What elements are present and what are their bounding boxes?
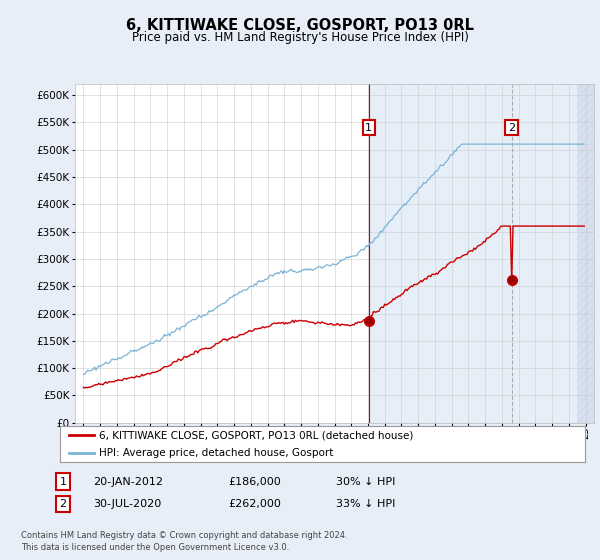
Text: 6, KITTIWAKE CLOSE, GOSPORT, PO13 0RL: 6, KITTIWAKE CLOSE, GOSPORT, PO13 0RL bbox=[126, 18, 474, 33]
Text: Price paid vs. HM Land Registry's House Price Index (HPI): Price paid vs. HM Land Registry's House … bbox=[131, 31, 469, 44]
Text: 20-JAN-2012: 20-JAN-2012 bbox=[93, 477, 163, 487]
Bar bbox=[369, 84, 594, 423]
Text: 1: 1 bbox=[365, 123, 373, 133]
Text: 30-JUL-2020: 30-JUL-2020 bbox=[93, 499, 161, 509]
Text: £262,000: £262,000 bbox=[228, 499, 281, 509]
Text: 2: 2 bbox=[59, 499, 67, 509]
Text: 1: 1 bbox=[59, 477, 67, 487]
Text: 30% ↓ HPI: 30% ↓ HPI bbox=[336, 477, 395, 487]
Text: 33% ↓ HPI: 33% ↓ HPI bbox=[336, 499, 395, 509]
Text: 6, KITTIWAKE CLOSE, GOSPORT, PO13 0RL (detached house): 6, KITTIWAKE CLOSE, GOSPORT, PO13 0RL (d… bbox=[100, 430, 414, 440]
Text: 2: 2 bbox=[508, 123, 515, 133]
Text: Contains HM Land Registry data © Crown copyright and database right 2024.
This d: Contains HM Land Registry data © Crown c… bbox=[21, 531, 347, 552]
Text: £186,000: £186,000 bbox=[228, 477, 281, 487]
Bar bbox=[577, 84, 594, 423]
Text: HPI: Average price, detached house, Gosport: HPI: Average price, detached house, Gosp… bbox=[100, 447, 334, 458]
